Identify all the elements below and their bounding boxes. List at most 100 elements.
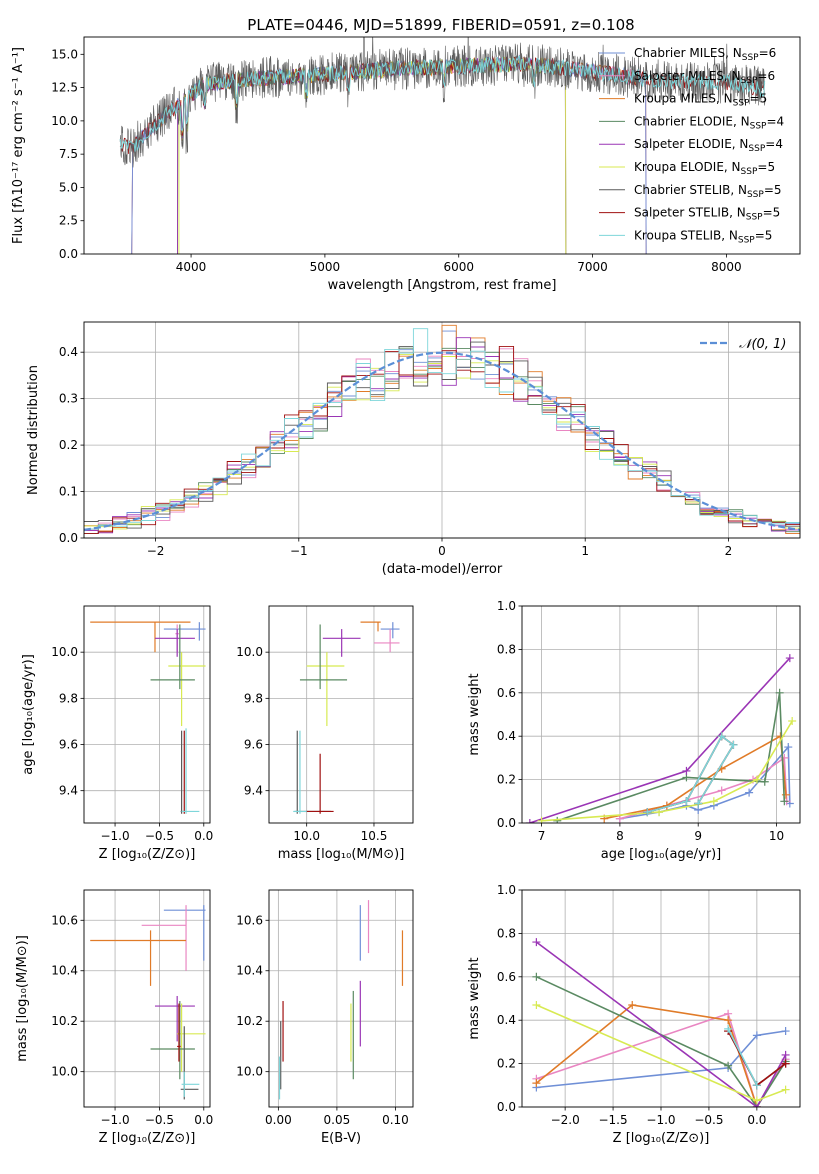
legend-label-name: Salpeter MILES, N: [634, 69, 741, 83]
axes-frame: [83, 321, 801, 539]
y-tick-label: 0.3: [59, 392, 78, 406]
x-tick-label: −2.0: [551, 1113, 580, 1127]
spectrum-line-kroupa_stelib: [119, 55, 766, 152]
legend-label-sub: SSP: [747, 190, 764, 200]
y-tick-label: 10.6: [51, 913, 78, 927]
weight-line-kroupa_stelib: [727, 1028, 758, 1086]
x-tick-label: 0.0: [747, 1113, 766, 1127]
x-tick-label: 9: [694, 829, 702, 843]
y-tick-label: 0.0: [59, 531, 78, 545]
legend-label-sub: SSP: [741, 167, 758, 177]
weight-point-kroupa_elodie: [752, 775, 761, 784]
legend-label-sub: SSP: [738, 235, 755, 245]
axes-frame: [83, 889, 211, 1108]
legend-label-sub: SSP: [742, 53, 759, 63]
weight-point-kroupa_stelib: [729, 740, 738, 749]
x-axis-label: Z [log₁₀(Z/Z⊙)]: [99, 847, 196, 862]
x-tick-label: 10: [769, 829, 784, 843]
plot-area: [532, 938, 790, 1107]
chart-layer: 4000 5000 6000 7000 80000.02.55.07.510.012.5…: [11, 36, 801, 1146]
gaussian-curve: [84, 351, 800, 531]
legend-label-sub: SSP: [750, 121, 767, 131]
axes-massweight_vs_metallicity: −2.0 −1.5 −1.0 −0.5 0.0 0.0 0.2 0.4 0.6 0.8 1.0 Z […: [467, 883, 801, 1146]
grid-lines: [84, 606, 210, 823]
weight-point-salpeter_elodie: [682, 766, 691, 775]
weight-point-kroupa_stelib: [752, 1081, 761, 1090]
plot-area: [293, 621, 400, 814]
weight-point-salpeter_miles: [717, 786, 726, 795]
weight-line-chabrier_elodie: [536, 976, 787, 1107]
legend-label-name: Kroupa MILES, N: [634, 92, 733, 106]
y-tick-label: 2.5: [59, 214, 78, 228]
weight-point-chabrier_elodie: [532, 972, 541, 981]
weight-point-chabrier_miles: [784, 743, 793, 752]
weight-point-kroupa_elodie: [788, 717, 797, 726]
x-tick-label: 0.05: [324, 1113, 351, 1127]
x-tick-label: 1: [581, 544, 589, 558]
legend-label-name: Chabrier MILES, N: [634, 46, 742, 60]
weight-line-kroupa_miles: [535, 1004, 758, 1107]
y-tick-label: 12.5: [51, 81, 78, 95]
legend-label-suffix: =6: [759, 46, 777, 60]
legend-label-sub: SSP: [748, 144, 765, 154]
x-tick-label: −1.5: [598, 1113, 627, 1127]
figure-title: PLATE=0446, MJD=51899, FIBERID=0591, z=0…: [247, 16, 634, 34]
y-tick-label: 0.8: [497, 926, 516, 940]
x-axis-label: Z [log₁₀(Z/Z⊙)]: [99, 1131, 196, 1146]
legend-label: Kroupa MILES, NSSP=5: [634, 92, 767, 109]
axes-frame: [83, 605, 211, 824]
y-tick-label: 0.4: [59, 345, 78, 359]
y-tick-label: 0.0: [59, 247, 78, 261]
weight-point-chabrier_elodie: [724, 1061, 733, 1070]
y-tick-label: 0.2: [497, 1057, 516, 1071]
legend-label: Salpeter ELODIE, NSSP=4: [634, 137, 783, 154]
histogram-kroupa_stelib: [84, 328, 800, 530]
axes-massweight_vs_age: 7 8 9 10 0.0 0.2 0.4 0.6 0.8 1.0 age [log₁₀(age/yr…: [467, 599, 801, 862]
weight-point-salpeter_elodie: [525, 819, 534, 823]
x-axis-label: mass [log₁₀(M/M⊙)]: [278, 847, 405, 862]
x-tick-label: 7: [538, 829, 546, 843]
x-axis-label: wavelength [Angstrom, rest frame]: [328, 278, 557, 293]
plot-area: [119, 37, 766, 254]
plot-area: [525, 654, 797, 823]
legend-label: Kroupa STELIB, NSSP=5: [634, 228, 772, 245]
x-axis-label: E(B-V): [321, 1131, 361, 1146]
legend-label-sub: SSP: [733, 99, 750, 109]
y-tick-label: 10.6: [236, 913, 263, 927]
plot-area: [84, 324, 800, 534]
axes-mass_vs_ebv: 0.00 0.05 0.10 10.0 10.2 10.4 10.6 E(B-V): [236, 889, 414, 1146]
weight-point-chabrier_miles: [745, 788, 754, 797]
weight-point-salpeter_stelib: [781, 1059, 790, 1068]
x-axis-label: (data-model)/error: [382, 562, 503, 577]
legend-label: Chabrier STELIB, NSSP=5: [634, 183, 782, 200]
y-tick-label: 0.6: [497, 686, 516, 700]
y-tick-label: 9.4: [59, 784, 78, 798]
axes-spectrum: 4000 5000 6000 7000 8000 0.0 2.5 5.0 7.5 10.0 12.5…: [11, 36, 801, 293]
y-tick-label: 10.2: [51, 1014, 78, 1028]
axes-mass_vs_metallicity: −1.0 −0.5 0.0 10.0 10.2 10.4 10.6 Z [log₁₀(Z/Z⊙…: [15, 889, 213, 1146]
weight-point-chabrier_elodie: [553, 816, 562, 823]
weight-point-kroupa_miles: [532, 1079, 541, 1088]
legend-label-gaussian: 𝒩(0, 1): [739, 337, 786, 352]
legend-label-suffix: =6: [757, 69, 775, 83]
weight-point-kroupa_elodie: [709, 797, 718, 806]
x-tick-label: 0.0: [194, 829, 213, 843]
x-tick-label: 8: [616, 829, 624, 843]
y-tick-label: 0.4: [497, 729, 516, 743]
axes-age_vs_mass: 10.0 10.5 9.4 9.6 9.8 10.0 mass [log₁₀(M/M⊙)]: [236, 605, 414, 862]
y-tick-label: 0.4: [497, 1013, 516, 1027]
weight-point-kroupa_elodie: [537, 816, 546, 823]
y-axis-label: mass weight: [467, 957, 482, 1039]
x-tick-label: 5000: [310, 260, 341, 274]
weight-point-salpeter_elodie: [781, 1050, 790, 1059]
y-tick-label: 0.6: [497, 970, 516, 984]
y-tick-label: 10.0: [236, 645, 263, 659]
x-tick-label: −1.0: [100, 829, 129, 843]
y-tick-label: 10.4: [51, 964, 78, 978]
weight-point-chabrier_miles: [781, 1027, 790, 1036]
y-tick-label: 10.0: [51, 114, 78, 128]
grid-lines: [84, 890, 210, 1107]
legend-label-name: Kroupa ELODIE, N: [634, 160, 741, 174]
